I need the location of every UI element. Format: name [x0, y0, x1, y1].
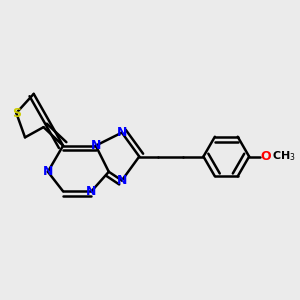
Text: N: N: [117, 174, 127, 187]
Text: N: N: [91, 139, 101, 152]
Text: O: O: [261, 150, 271, 163]
Text: N: N: [86, 185, 97, 198]
Text: CH$_3$: CH$_3$: [272, 150, 296, 164]
Text: N: N: [43, 165, 53, 178]
Text: S: S: [12, 106, 21, 119]
Text: N: N: [117, 126, 127, 139]
